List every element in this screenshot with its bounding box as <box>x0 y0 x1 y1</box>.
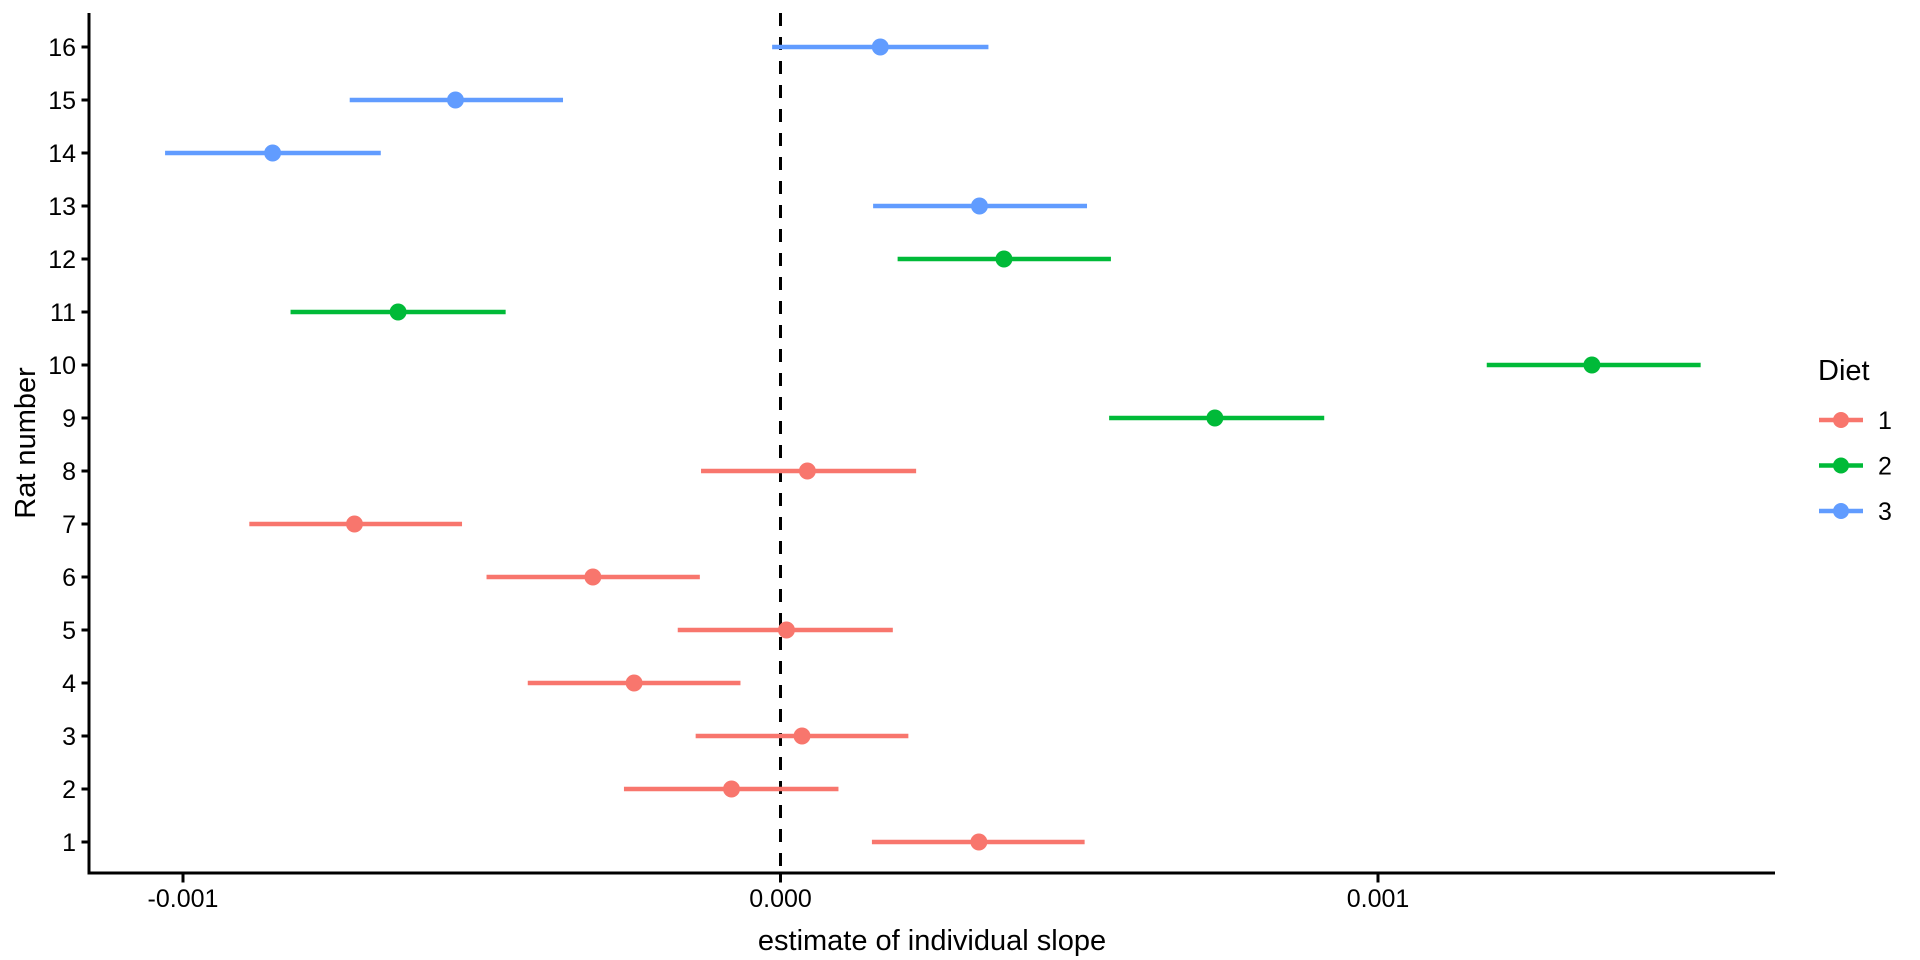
estimate-point-rat-12 <box>995 250 1013 268</box>
pointrange-rat-16 <box>772 38 989 56</box>
y-tick-label: 10 <box>48 352 76 380</box>
x-tick-label: 0.001 <box>1347 885 1410 913</box>
pointrange-rat-7 <box>249 515 463 533</box>
legend-key-point-3 <box>1833 503 1849 519</box>
legend-key-point-2 <box>1833 457 1849 474</box>
legend-title: Diet <box>1818 355 1870 387</box>
estimate-point-rat-13 <box>970 197 988 215</box>
pointrange-rat-8 <box>701 462 917 480</box>
estimate-point-rat-15 <box>446 91 464 109</box>
estimate-point-rat-10 <box>1583 356 1601 374</box>
pointrange-rat-3 <box>695 727 909 745</box>
pointrange-rat-2 <box>623 780 839 798</box>
y-tick-label: 13 <box>48 193 76 221</box>
y-tick-label: 4 <box>62 670 76 698</box>
estimate-point-rat-5 <box>777 621 795 639</box>
legend-entry-label: 1 <box>1878 407 1892 435</box>
y-tick-label: 16 <box>48 34 76 62</box>
pointrange-rat-9 <box>1109 409 1325 427</box>
pointrange-rat-15 <box>349 91 564 109</box>
legend: Diet 1 2 3 <box>1818 355 1892 526</box>
y-tick-label: 11 <box>50 299 76 327</box>
x-tick-label: 0.000 <box>749 885 812 913</box>
legend-entry-label: 2 <box>1878 453 1892 481</box>
y-tick-label: 6 <box>62 564 76 592</box>
legend-key-point-1 <box>1833 412 1849 428</box>
estimate-point-rat-9 <box>1206 409 1224 427</box>
legend-entry-label: 3 <box>1878 498 1892 526</box>
legend-entry-2: 2 <box>1819 453 1892 481</box>
y-tick-label: 7 <box>62 511 76 539</box>
pointrange-rat-1 <box>871 833 1085 851</box>
pointrange-rat-12 <box>897 250 1111 268</box>
y-tick-label: 15 <box>48 87 76 115</box>
estimate-point-rat-14 <box>264 144 282 162</box>
pointrange-rat-11 <box>290 303 506 321</box>
estimate-point-rat-11 <box>389 303 407 321</box>
legend-entry-1: 1 <box>1819 407 1892 435</box>
pointrange-rat-14 <box>165 144 381 162</box>
pointrange-rat-10 <box>1486 356 1701 374</box>
x-tick-label: -0.001 <box>148 885 219 913</box>
pointrange-rat-4 <box>527 674 741 692</box>
y-tick-label: 5 <box>62 617 76 645</box>
estimate-point-rat-8 <box>798 462 816 480</box>
pointrange-rat-6 <box>486 568 700 586</box>
estimate-point-rat-4 <box>625 674 643 692</box>
legend-entry-3: 3 <box>1819 498 1892 526</box>
estimate-point-rat-1 <box>970 833 988 851</box>
estimate-point-rat-16 <box>871 38 889 56</box>
estimate-point-rat-6 <box>584 568 602 586</box>
estimate-point-rat-7 <box>345 515 363 533</box>
y-axis-title: Rat number <box>10 367 42 519</box>
y-tick-label: 8 <box>62 458 76 486</box>
pointrange-rat-13 <box>873 197 1088 215</box>
estimate-point-rat-3 <box>793 727 811 745</box>
y-tick-label: 9 <box>62 405 76 433</box>
pointrange-rat-5 <box>677 621 893 639</box>
y-tick-label: 12 <box>48 246 76 274</box>
y-tick-label: 2 <box>62 776 76 804</box>
estimate-point-rat-2 <box>723 780 741 798</box>
y-tick-label: 3 <box>62 723 76 751</box>
x-axis-title: estimate of individual slope <box>758 925 1106 957</box>
y-tick-label: 1 <box>62 829 76 857</box>
y-tick-label: 14 <box>48 140 76 168</box>
